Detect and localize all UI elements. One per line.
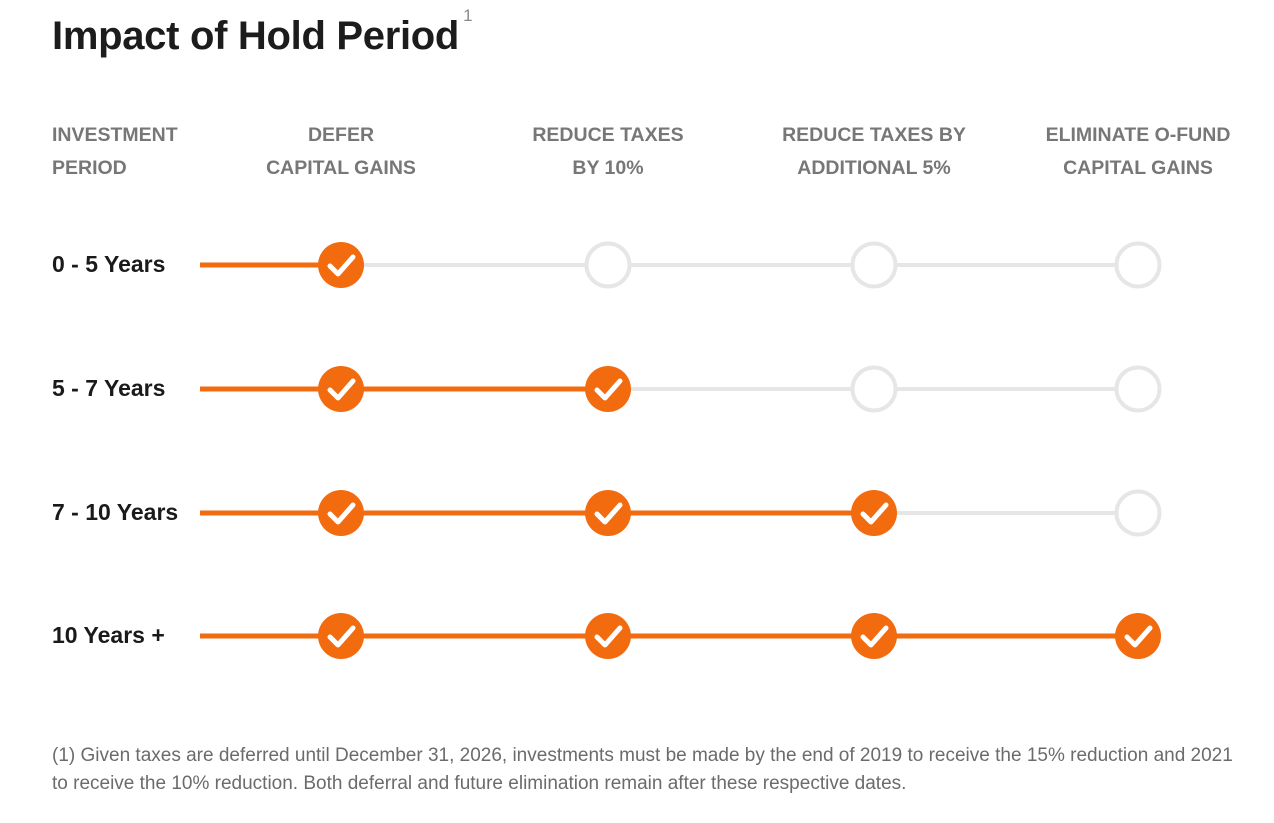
- achieved-marker: [851, 490, 897, 536]
- checkmark-icon: [860, 625, 889, 648]
- not-achieved-marker: [1114, 241, 1162, 289]
- footnote: (1) Given taxes are deferred until Decem…: [52, 745, 1233, 794]
- timeline-row: [200, 613, 1161, 659]
- achieved-marker: [585, 490, 631, 536]
- column-header-defer-capital-gains: DEFER CAPITAL GAINS: [221, 119, 461, 185]
- column-header-line1: ELIMINATE O-FUND: [1045, 124, 1231, 146]
- checkmark-icon: [327, 625, 356, 648]
- not-achieved-marker: [1114, 365, 1162, 413]
- checkmark-icon: [860, 502, 889, 525]
- checkmark-icon: [1124, 625, 1153, 648]
- achieved-marker: [585, 366, 631, 412]
- column-header-line1: DEFER: [307, 124, 375, 146]
- column-header-line2: BY 10%: [572, 157, 644, 179]
- achieved-marker: [851, 613, 897, 659]
- column-header-line1: REDUCE TAXES: [532, 124, 684, 146]
- achieved-marker: [318, 366, 364, 412]
- column-header-line2: CAPITAL GAINS: [1063, 157, 1213, 179]
- title-text: Impact of Hold Period: [52, 14, 460, 58]
- checkmark-icon: [327, 502, 356, 525]
- checkmark-icon: [594, 502, 623, 525]
- checkmark-icon: [327, 378, 356, 401]
- achieved-marker: [318, 242, 364, 288]
- column-header-eliminate-ofund-gains: ELIMINATE O-FUND CAPITAL GAINS: [1018, 119, 1258, 185]
- checkmark-icon: [594, 625, 623, 648]
- row-label-5-7-years: 5 - 7 Years: [52, 375, 166, 401]
- row-label-0-5-years: 0 - 5 Years: [52, 251, 166, 277]
- achieved-marker: [318, 613, 364, 659]
- page-title: Impact of Hold Period 1: [52, 6, 473, 59]
- row-label-10-plus-years: 10 Years +: [52, 622, 165, 648]
- column-header-line1: INVESTMENT: [52, 124, 178, 146]
- achieved-marker: [1115, 613, 1161, 659]
- row-label-7-10-years: 7 - 10 Years: [52, 499, 179, 525]
- column-header-line1: REDUCE TAXES BY: [782, 124, 966, 146]
- not-achieved-marker: [850, 241, 898, 289]
- achieved-marker: [318, 490, 364, 536]
- column-header-reduce-taxes-10: REDUCE TAXES BY 10%: [488, 119, 728, 185]
- column-header-line2: CAPITAL GAINS: [266, 157, 416, 179]
- timeline-row: [200, 365, 1162, 413]
- not-achieved-marker: [584, 241, 632, 289]
- checkmark-icon: [594, 378, 623, 401]
- not-achieved-marker: [1114, 489, 1162, 537]
- timeline-row: [200, 489, 1162, 537]
- column-header-investment-period: INVESTMENT PERIOD: [52, 119, 178, 185]
- column-header-line2: ADDITIONAL 5%: [797, 157, 951, 179]
- title-footnote-marker: 1: [463, 5, 473, 25]
- achieved-marker: [585, 613, 631, 659]
- not-achieved-marker: [850, 365, 898, 413]
- timeline-row: [200, 241, 1162, 289]
- column-header-reduce-taxes-additional-5: REDUCE TAXES BY ADDITIONAL 5%: [754, 119, 994, 185]
- checkmark-icon: [327, 254, 356, 277]
- column-header-line2: PERIOD: [52, 157, 127, 179]
